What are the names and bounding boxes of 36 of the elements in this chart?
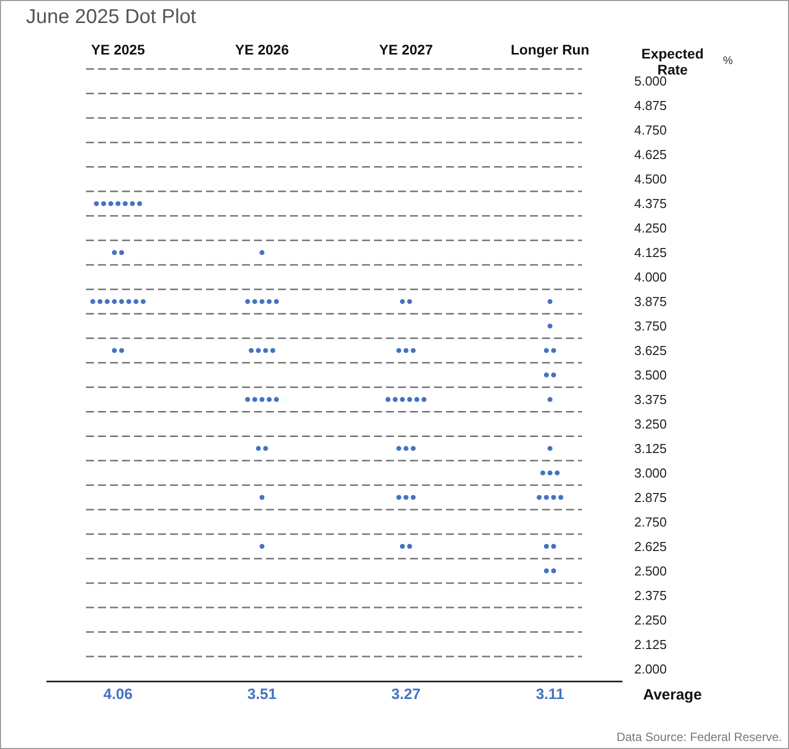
text: 3.51 [247,686,277,703]
y-tick-label: 4.875 [634,98,667,114]
y-tick-label: 4.625 [634,147,667,162]
text: 4.06 [103,686,133,703]
y-tick-label: 4.000 [634,270,667,285]
y-tick-label: 3.250 [634,416,667,432]
text: Average [643,686,702,704]
y-tick-label: 2.000 [634,661,667,676]
chart-title: June 2025 Dot Plot [26,6,197,28]
source-note: Data Source: Federal Reserve. [616,730,782,744]
y-tick-label: 4.125 [634,245,667,260]
y-tick-label: 2.750 [634,514,667,530]
x-tick-label: YE 2025 [91,42,146,58]
y-tick-label: 2.500 [634,563,667,578]
y-tick-label: 3.500 [634,368,667,382]
y-tick-label: 3.875 [634,294,667,310]
x-tick-label: YE 2026 [235,42,290,58]
y-tick-label: 3.375 [634,392,667,407]
y-tick-label: 4.500 [634,172,667,187]
y-tick-label: 2.250 [634,612,667,628]
x-tick-label: Longer Run [510,42,590,58]
y-tick-label: 3.125 [634,440,667,456]
y-tick-label: 2.625 [634,538,667,554]
text: 3.27 [391,686,421,703]
y-tick-label: 3.000 [634,465,667,480]
text: 3.11 [536,686,564,703]
y-tick-label: 4.375 [634,196,667,212]
y-tick-label: 4.750 [634,122,667,138]
y-tick-label: 2.875 [634,490,667,505]
x-tick-label: YE 2027 [379,42,434,58]
y-tick-label: 2.375 [634,588,667,603]
y-tick-label: 2.125 [634,636,667,652]
y-tick-label: 4.250 [634,220,667,236]
text: % [723,55,733,67]
y-tick-label: 3.625 [634,343,667,358]
y-tick-label: 3.750 [634,318,667,334]
